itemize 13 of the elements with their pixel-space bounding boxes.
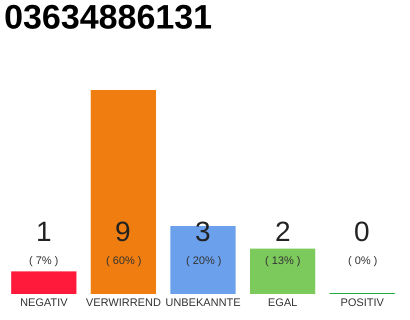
x-tick-label: VERWIRREND [86, 297, 161, 309]
data-label: 1 ( 7% ) [29, 216, 58, 267]
chart-title: 03634886131 [4, 0, 212, 37]
data-label: 9 ( 60% ) [106, 216, 142, 267]
x-tick-label: UNBEKANNTE [165, 297, 241, 309]
x-tick-label: POSITIV [340, 297, 385, 309]
data-label: 0 ( 0% ) [348, 216, 378, 267]
bar [90, 90, 156, 294]
bar [250, 248, 316, 294]
bar [11, 271, 76, 294]
x-tick-label: NEGATIV [20, 297, 68, 309]
x-tick-label: EGAL [268, 297, 298, 309]
data-label: 2 ( 13% ) [265, 216, 300, 267]
